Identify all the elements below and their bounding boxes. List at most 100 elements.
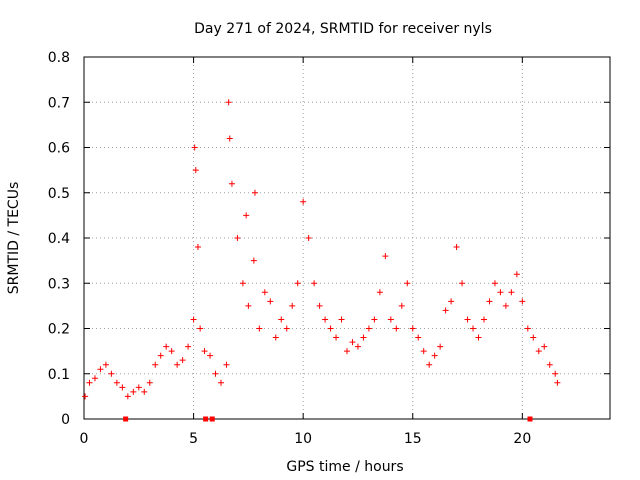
data-points: [82, 99, 561, 400]
data-point: [535, 348, 542, 355]
data-point: [448, 298, 455, 305]
plot-frame: [83, 56, 611, 420]
data-point: [316, 302, 323, 309]
y-tick-label: 0.7: [48, 95, 70, 111]
data-point: [226, 135, 233, 142]
data-point: [333, 334, 340, 341]
y-tick-label: 0.6: [48, 141, 70, 157]
data-point: [552, 370, 559, 377]
data-point: [212, 370, 219, 377]
data-point: [135, 384, 142, 391]
data-point: [278, 316, 285, 323]
data-point: [234, 235, 241, 241]
data-point: [311, 280, 318, 287]
data-point: [179, 357, 186, 364]
data-point: [541, 343, 548, 350]
data-point: [192, 167, 199, 174]
data-point: [360, 334, 367, 341]
data-point: [225, 99, 232, 106]
data-point: [124, 393, 131, 400]
data-point: [554, 379, 561, 386]
data-point: [256, 325, 263, 332]
x-tick-label: 10: [294, 431, 312, 447]
data-point: [239, 280, 246, 287]
y-tick-label: 0.4: [48, 231, 70, 247]
gap-marker: [209, 416, 215, 422]
data-point: [431, 352, 438, 359]
data-point: [300, 198, 307, 205]
y-axis-label: SRMTID / TECUs: [6, 182, 22, 295]
data-point: [344, 348, 350, 355]
data-point: [305, 235, 312, 241]
data-point: [108, 370, 115, 377]
data-point: [168, 348, 175, 355]
data-point: [475, 334, 482, 341]
data-point: [113, 379, 120, 386]
data-point: [91, 375, 98, 382]
data-point: [86, 379, 93, 386]
axis-ticks: 0 0.1 0.2 0.3 0.4 0.5 0.6 0.7 0.8 0 5 10 15 20: [48, 50, 610, 447]
x-tick-label: 20: [513, 431, 531, 447]
data-point: [245, 302, 252, 309]
grid: [84, 57, 610, 419]
data-point: [376, 289, 383, 296]
data-point: [415, 334, 422, 341]
data-point: [97, 366, 104, 373]
data-point: [194, 244, 201, 251]
y-tick-label: 0.1: [48, 367, 70, 383]
data-point: [272, 334, 279, 341]
data-point: [365, 325, 372, 332]
data-point: [102, 361, 109, 368]
data-point: [250, 257, 257, 264]
data-point: [201, 348, 208, 355]
data-point: [185, 343, 192, 350]
data-point: [163, 343, 170, 350]
data-point: [197, 325, 204, 332]
data-point: [354, 343, 361, 350]
data-point: [207, 352, 214, 359]
data-point: [174, 361, 181, 368]
data-point: [251, 189, 258, 196]
data-point: [459, 280, 466, 287]
data-point: [152, 361, 159, 368]
data-point: [349, 339, 356, 346]
y-tick-label: 0: [61, 412, 70, 428]
data-point: [243, 212, 250, 219]
data-point: [409, 325, 416, 332]
data-point: [502, 302, 509, 309]
data-point: [437, 343, 444, 350]
x-tick-label: 15: [404, 431, 422, 447]
data-point: [464, 316, 471, 323]
data-point: [267, 298, 274, 305]
data-point: [491, 280, 498, 287]
data-point: [157, 352, 164, 359]
data-point: [404, 280, 411, 287]
data-point: [228, 180, 235, 187]
x-tick-label: 0: [80, 431, 89, 447]
data-point: [322, 316, 329, 323]
data-point: [387, 316, 394, 323]
data-point: [420, 348, 427, 355]
data-point: [508, 289, 515, 296]
gap-marker: [527, 416, 533, 422]
data-point: [524, 325, 531, 332]
data-point: [442, 307, 449, 314]
data-point: [191, 144, 198, 151]
data-point: [426, 361, 433, 368]
x-axis-label: GPS time / hours: [286, 459, 403, 475]
data-point: [327, 325, 334, 332]
data-point: [223, 361, 230, 368]
chart-title: Day 271 of 2024, SRMTID for receiver nyl…: [194, 21, 492, 37]
data-point: [294, 280, 301, 287]
data-point: [546, 361, 553, 368]
data-point: [119, 384, 126, 391]
data-point: [519, 298, 526, 305]
data-point: [141, 388, 148, 395]
data-point: [497, 289, 504, 296]
y-tick-label: 0.5: [48, 186, 70, 202]
data-point: [470, 325, 477, 332]
data-point: [146, 379, 153, 386]
data-point: [82, 393, 89, 400]
data-point: [393, 325, 400, 332]
y-tick-label: 0.8: [48, 50, 70, 66]
